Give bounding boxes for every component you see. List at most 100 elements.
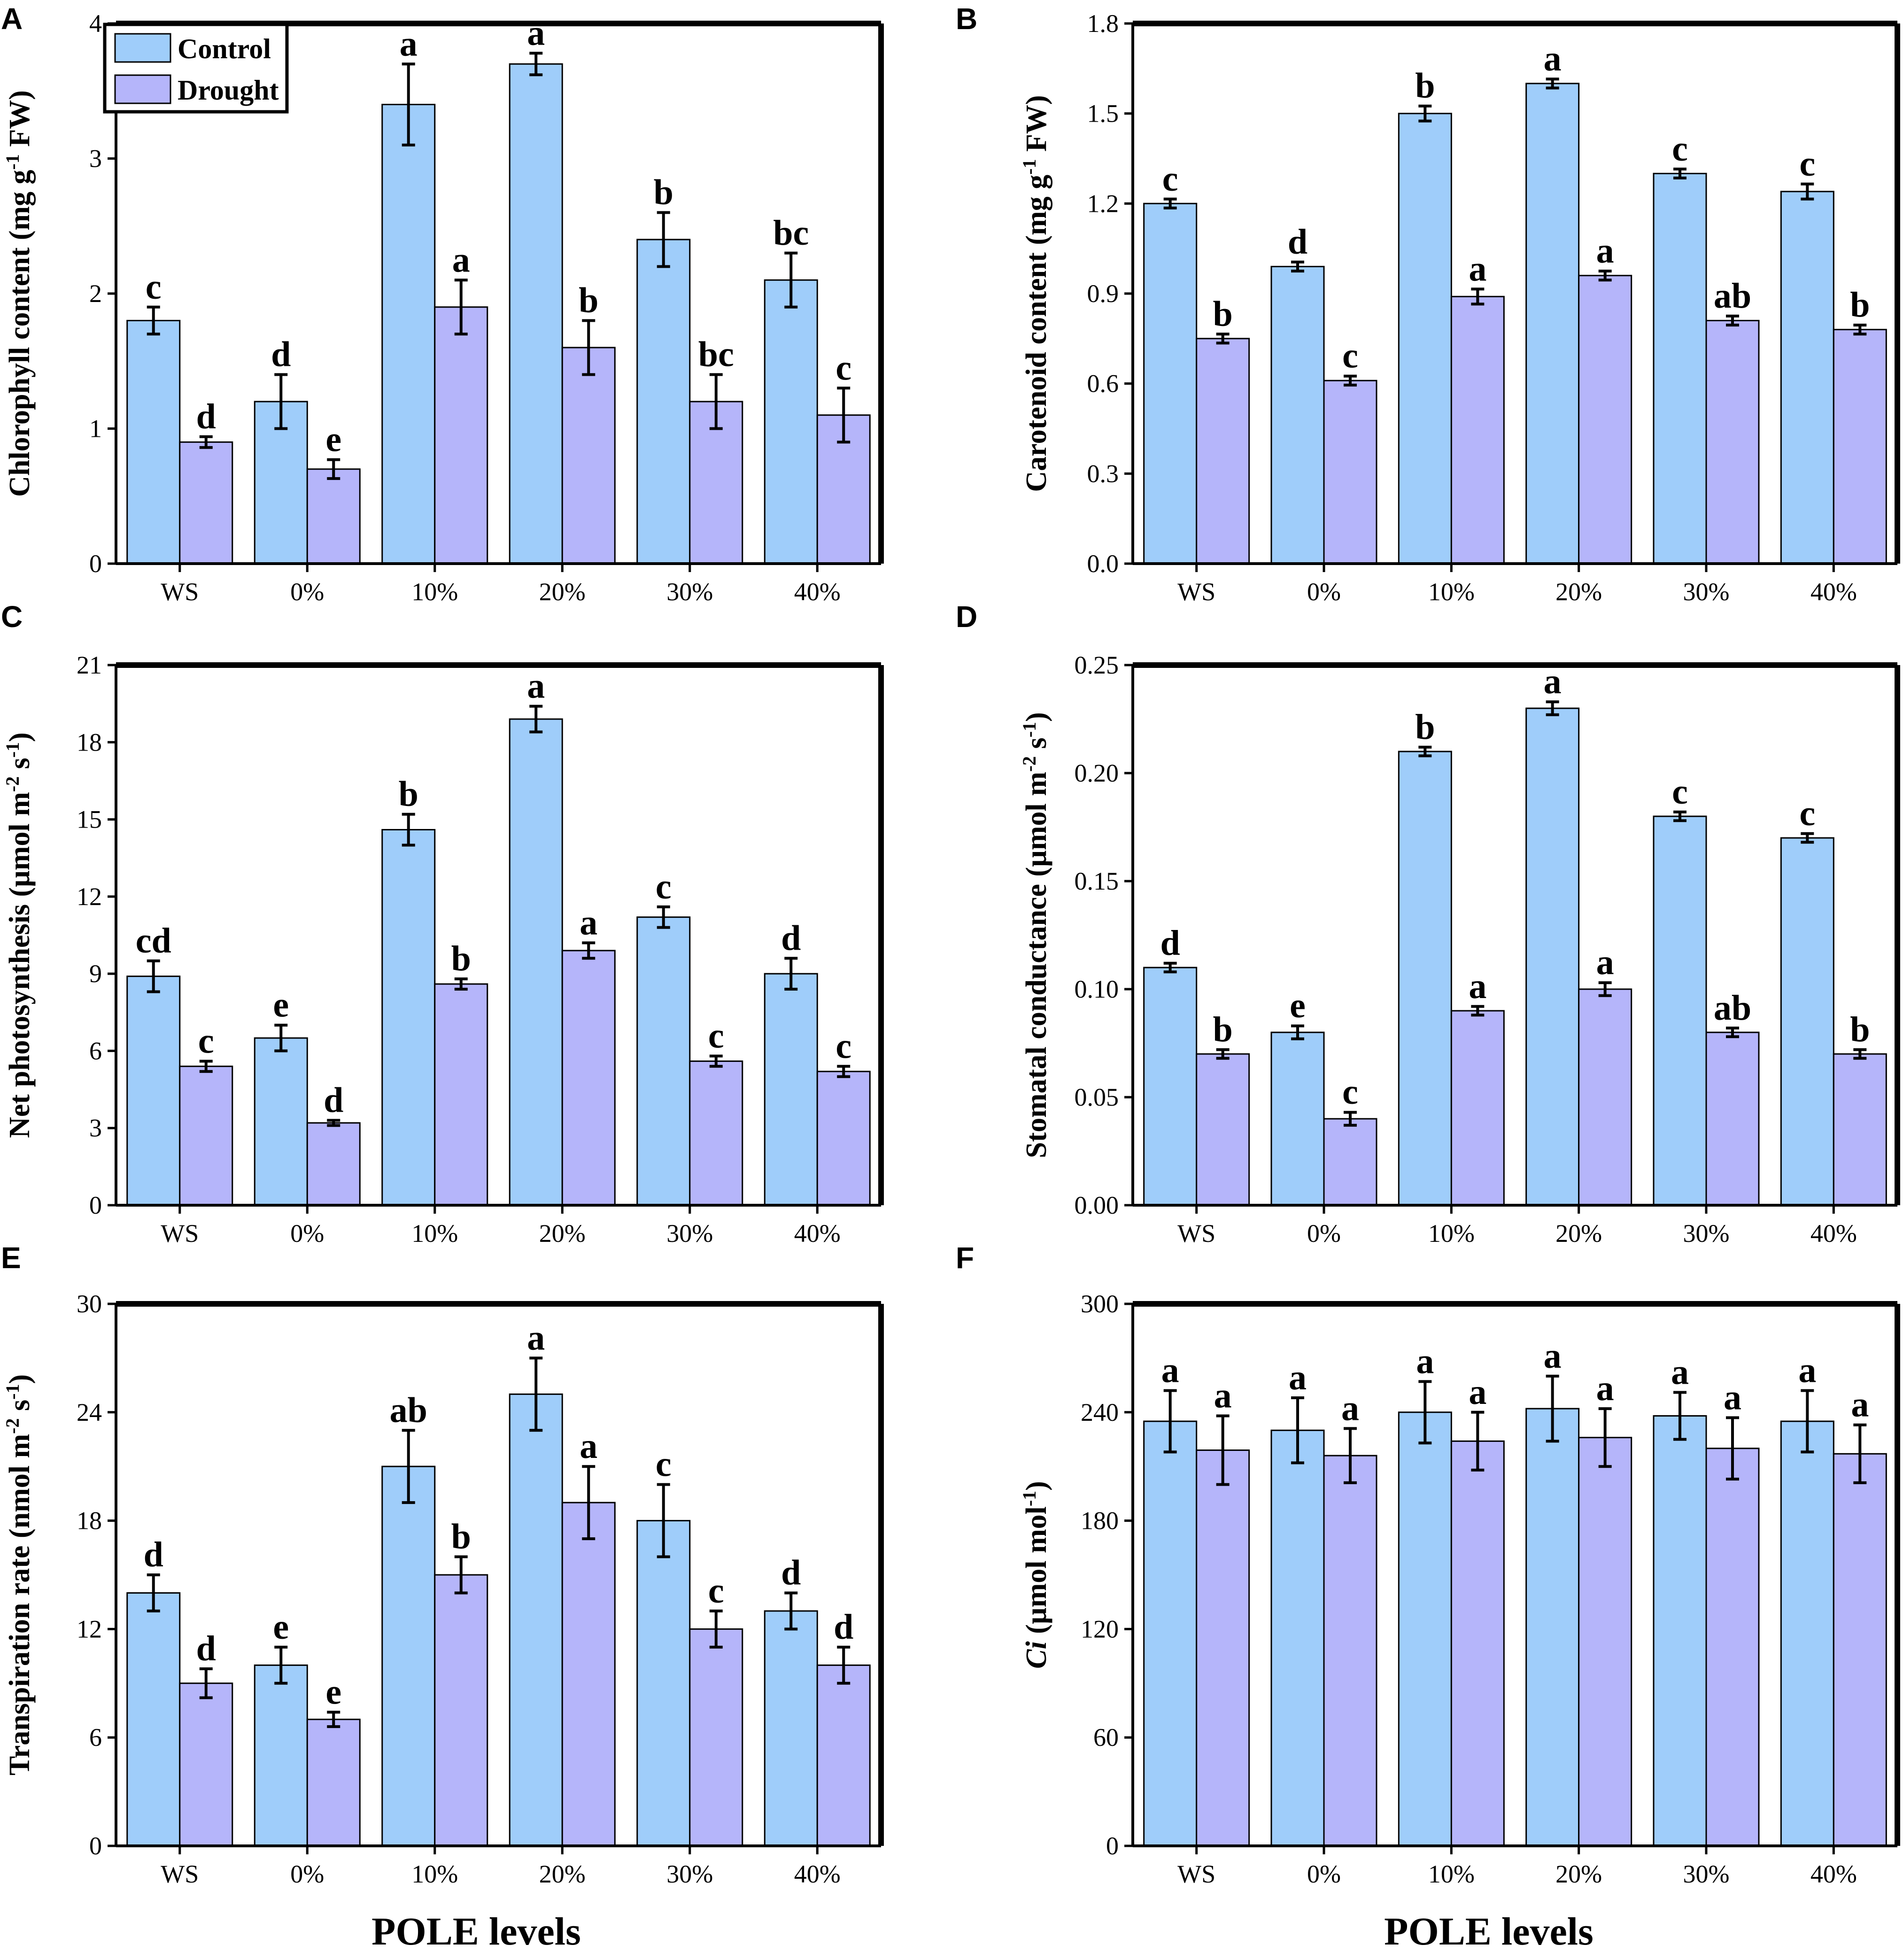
significance-letter: e [273,1607,289,1647]
y-tick-label: 0 [89,1832,102,1860]
significance-letter: c [835,348,851,387]
x-tick-label: 30% [666,1219,713,1247]
significance-letter: d [196,397,216,436]
bar-control [126,1592,181,1847]
x-tick-label: 20% [1555,578,1602,606]
bar-control [764,279,818,565]
bar-control [1653,1415,1707,1847]
bar-control [1525,83,1580,565]
x-tick-label: 30% [666,578,713,606]
bar-control [764,1610,818,1847]
y-axis-title-superscript: -2 [2,1418,23,1434]
y-axis-title-text: Stomatal conductance (µmol m [1021,772,1052,1158]
y-tick-label: 120 [1081,1615,1119,1643]
significance-letter: c [1672,772,1688,812]
y-tick-label: 0 [1106,1832,1119,1860]
significance-letter: c [835,1026,851,1066]
significance-letter: a [1596,1369,1614,1408]
y-tick-label: 0.25 [1075,651,1119,679]
y-axis-title-text: s [4,758,36,776]
significance-letter: c [198,1021,214,1061]
panel-letter: C [1,600,23,634]
significance-letter: a [1851,1385,1869,1425]
x-tick-label: WS [161,578,199,606]
significance-letter: a [1469,1372,1486,1412]
x-tick-label: 0% [1307,578,1341,606]
y-axis-title-superscript: -1 [1019,722,1040,737]
x-tick-label: 0% [290,1219,324,1247]
significance-letter: d [144,1535,163,1574]
y-tick-label: 60 [1093,1723,1119,1751]
bar-control [1398,113,1452,565]
chart-panel-c: C 0 3 6 9 12 15 18 21 cd c WS e d 0% b b 10% a a 20% c c 30% d c 4… [1,600,884,1247]
x-tick-label: 30% [1683,1860,1730,1888]
bar-control [381,829,436,1206]
panel-letter: F [956,1241,974,1275]
y-tick-label: 0.15 [1075,867,1119,895]
significance-letter: b [451,1517,471,1557]
significance-letter: ab [1714,988,1751,1028]
significance-letter: a [527,13,545,53]
y-tick-label: 4 [89,9,102,38]
significance-letter: a [1161,1351,1179,1390]
bar-control [254,1037,308,1206]
x-axis-caption-left: POLE levels [371,1910,581,1953]
y-axis-title-superscript: -1 [2,1384,23,1400]
significance-letter: e [325,1672,341,1712]
significance-letter: c [1162,159,1178,199]
significance-letter: ab [1714,276,1751,316]
bar-drought [1450,1010,1505,1206]
x-tick-label: 0% [1307,1219,1341,1247]
y-tick-label: 3 [89,145,102,173]
bar-control [636,1520,691,1847]
significance-letter: c [708,1016,724,1055]
x-tick-label: 20% [1555,1860,1602,1888]
x-tick-label: 30% [666,1860,713,1888]
bar-drought [1578,275,1632,565]
significance-letter: a [1289,1358,1307,1397]
y-axis-title-superscript: -1 [1019,1491,1040,1506]
bar-drought [306,1122,361,1206]
panels-layer: A01234cdWSde0%aa10%ab20%bbc30%bcc40%Chlo… [1,2,1900,1888]
significance-letter: e [325,420,341,459]
x-tick-label: 40% [1810,1860,1857,1888]
x-tick-label: 10% [1428,578,1475,606]
significance-letter: a [1544,1336,1562,1376]
y-tick-label: 0.3 [1087,459,1119,488]
x-tick-label: WS [161,1219,199,1247]
bar-control [1653,172,1707,565]
x-tick-label: WS [161,1860,199,1888]
y-tick-label: 0 [89,1191,102,1219]
significance-letter: cd [136,921,171,961]
significance-letter: b [1213,1010,1233,1049]
y-tick-label: 3 [89,1114,102,1142]
bar-control [1525,1408,1580,1847]
significance-letter: d [196,1629,216,1668]
bar-control [1525,707,1580,1206]
bar-drought [179,1065,233,1206]
y-axis-title-text: FW) [1021,95,1052,159]
y-tick-label: 240 [1081,1398,1119,1426]
significance-letter: a [1416,1341,1434,1381]
bar-drought [1196,1053,1250,1206]
bar-drought [179,1682,233,1847]
significance-letter: c [1799,144,1815,184]
y-axis-title-text: ) [1021,1481,1052,1491]
y-tick-label: 2 [89,279,102,308]
significance-letter: a [527,1318,545,1357]
bar-control [1653,815,1707,1206]
y-tick-label: 0.10 [1075,975,1119,1003]
panel-letter: B [956,2,977,36]
y-tick-label: 9 [89,960,102,988]
y-tick-label: 15 [77,806,102,834]
x-tick-label: 0% [290,1860,324,1888]
significance-letter: a [452,240,470,279]
significance-letter: e [273,985,289,1025]
bar-drought [1196,1449,1250,1847]
legend: Control Drought [103,23,289,114]
significance-letter: c [708,1571,724,1611]
significance-letter: a [1341,1388,1359,1428]
x-tick-label: 40% [1810,1219,1857,1247]
y-tick-label: 18 [77,1507,102,1535]
